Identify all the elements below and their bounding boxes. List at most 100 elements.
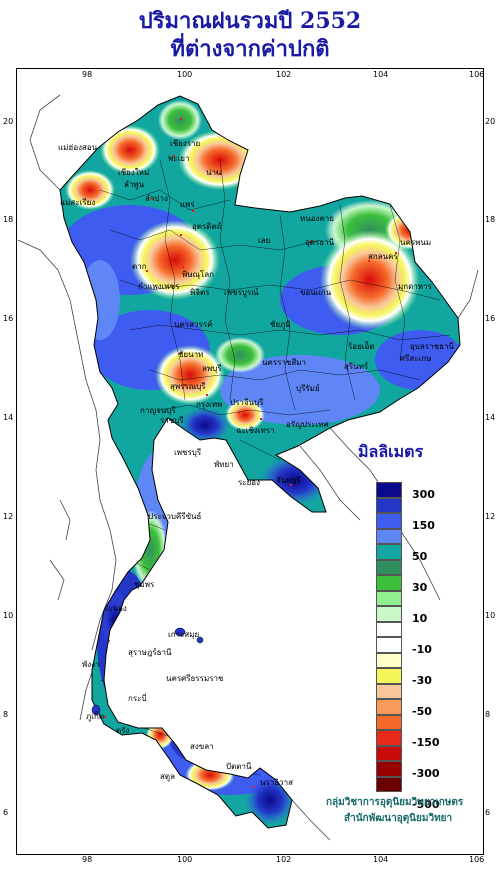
place-label: แม่ฮ่องสอน [58,143,98,152]
place-label: นครสวรรค์ [174,320,213,329]
place-label: ประจวบคีรีขันธ์ [148,512,202,521]
legend-label: -30 [412,674,432,687]
legend-swatch [376,606,402,622]
place-label: กรุงเทพ [196,400,223,409]
legend-label: -50 [412,705,432,718]
place-label: ปราจีนบุรี [230,398,264,407]
lat-tick-right: 10 [485,611,496,620]
place-label: สุรินทร์ [344,362,369,371]
lon-tick-bottom: 98 [82,855,93,864]
place-label: ฉะเชิงเทรา [236,426,275,435]
lon-tick-bottom: 102 [276,855,292,864]
legend-label: 300 [412,488,435,501]
lat-tick-left: 18 [3,215,14,224]
place-label: กำแพงเพชร [138,282,180,291]
color-legend [376,482,402,792]
place-label: ตรัง [116,726,130,735]
legend-swatch [376,575,402,591]
legend-swatch [376,776,402,792]
legend-label: 50 [412,550,428,563]
place-label: หนองคาย [300,214,334,223]
legend-swatch [376,745,402,761]
place-label: ภูเก็ต [86,712,105,721]
lat-tick-right: 8 [485,710,491,719]
map-title-line1: ปริมาณฝนรวมปี 2552 [138,8,362,34]
legend-swatch [376,714,402,730]
place-label: บุรีรัมย์ [296,384,320,393]
lat-tick-left: 10 [3,611,14,620]
legend-swatch [376,637,402,653]
place-label: นครศรีธรรมราช [166,674,224,683]
place-label: ชัยนาท [178,350,204,359]
place-label: แพร่ [180,200,195,209]
place-label: นราธิวาส [260,778,294,787]
place-label: ลำพูน [124,180,145,189]
lat-tick-right: 14 [485,413,496,422]
credit-line2: สำนักพัฒนาอุตุนิยมวิทยา [344,813,453,824]
lon-tick-bottom: 104 [373,855,389,864]
place-label: ลพบุรี [202,364,222,373]
legend-swatch [376,621,402,637]
legend-swatch [376,482,402,498]
lat-tick-left: 6 [3,808,9,817]
place-label: เพชรบูรณ์ [224,288,259,297]
legend-label: 10 [412,612,428,625]
legend-label: -500 [412,798,440,811]
legend-label: -150 [412,736,440,749]
place-label: เลย [258,236,271,245]
lat-tick-left: 12 [3,512,14,521]
place-label: ตาก [132,262,147,271]
place-label: พิจิตร [190,288,210,297]
place-label: มุกดาหาร [398,282,432,291]
legend-swatch [376,590,402,606]
legend-swatch [376,497,402,513]
place-label: ชัยภูมิ [270,320,291,329]
place-label: น่าน [206,168,222,177]
place-label: พะเยา [168,154,190,163]
credit-line1: กลุ่มวิชาการอุตุนิยมวิทยาเกษตร [326,797,464,808]
place-label: กระบี่ [128,694,147,703]
place-label: สตูล [160,772,175,781]
place-label: อุตรดิตถ์ [192,222,222,231]
place-label: กาญจนบุรี [140,406,176,415]
place-label: สุราษฎร์ธานี [128,648,172,657]
legend-swatch [376,528,402,544]
legend-swatch [376,652,402,668]
place-label: เพชรบุรี [174,448,202,457]
legend-swatch [376,683,402,699]
place-label: อุดรธานี [305,238,335,247]
legend-swatch [376,699,402,715]
place-label: ระยอง [238,478,260,487]
legend-swatch [376,761,402,777]
place-label: เชียงราย [170,139,201,148]
lon-tick-top: 102 [276,70,292,79]
lat-tick-left: 8 [3,710,9,719]
place-label: เกาะสมุย [168,630,200,639]
legend-swatch [376,668,402,684]
place-label: นครพนม [400,238,432,247]
lat-tick-right: 18 [485,215,496,224]
lat-tick-left: 16 [3,314,14,323]
legend-unit: มิลลิเมตร [358,442,424,461]
lon-tick-top: 98 [82,70,93,79]
place-label: ระนอง [104,604,127,613]
place-label: นครราชสีมา [262,358,306,367]
place-label: สกลนคร [368,252,398,261]
legend-label: 30 [412,581,428,594]
place-label: พังงา [82,660,100,669]
place-label: สุพรรณบุรี [170,382,206,391]
legend-swatch [376,559,402,575]
place-label: อุบลราชธานี [410,342,454,351]
lon-tick-top: 100 [177,70,193,79]
lat-tick-left: 20 [3,117,14,126]
place-label: ลำปาง [145,194,168,203]
legend-swatch [376,730,402,746]
legend-swatch [376,544,402,560]
place-label: พัทยา [214,460,234,469]
place-label: ร้อยเอ็ด [348,342,375,351]
map-title-line2: ที่ต่างจากค่าปกติ [170,36,330,62]
lat-tick-right: 6 [485,808,491,817]
place-label: จันทบุรี [276,476,301,485]
legend-label: 150 [412,519,435,532]
lon-tick-bottom: 106 [469,855,485,864]
